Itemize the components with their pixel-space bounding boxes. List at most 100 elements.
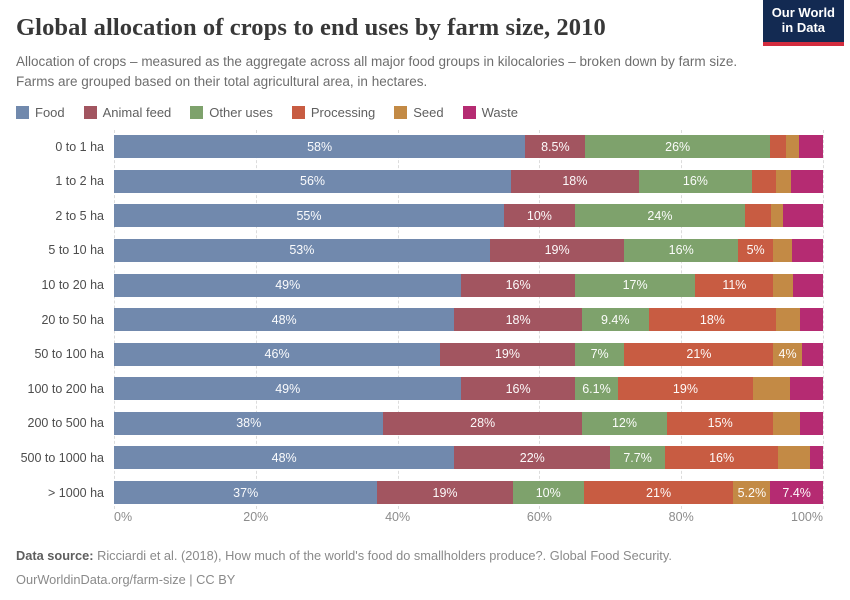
bar-segment-processing[interactable]: 16% — [664, 446, 779, 470]
bar-segment-food[interactable]: 53% — [114, 238, 490, 262]
owid-logo-line1: Our World — [771, 5, 835, 20]
axis-tick-label: 60% — [526, 510, 552, 525]
bar-segment-waste[interactable] — [792, 273, 823, 297]
bar-segment-animal-feed[interactable]: 18% — [454, 308, 582, 332]
bar-segment-animal-feed[interactable]: 19% — [377, 481, 513, 505]
segment-value-label: 46% — [264, 347, 290, 362]
bar-segment-animal-feed[interactable]: 16% — [461, 273, 575, 297]
bar-segment-animal-feed[interactable]: 16% — [461, 377, 575, 401]
bar-segment-waste[interactable] — [782, 204, 823, 228]
bar-segment-other-uses[interactable]: 6.1% — [574, 377, 619, 401]
bar-segment-other-uses[interactable]: 26% — [585, 135, 770, 159]
bar-segment-animal-feed[interactable]: 28% — [383, 411, 582, 435]
bar-segment-food[interactable]: 38% — [114, 411, 384, 435]
bar-segment-processing[interactable]: 19% — [618, 377, 753, 401]
bar-segment-processing[interactable]: 21% — [624, 342, 774, 366]
legend-label: Processing — [310, 105, 376, 121]
legend-item-waste[interactable]: Waste — [462, 105, 518, 120]
bar-segment-other-uses[interactable]: 16% — [624, 238, 738, 262]
bar-segment-food[interactable]: 48% — [114, 446, 455, 470]
bar-segment-processing[interactable] — [752, 169, 776, 193]
bar-row: 2 to 5 ha 55% 10% 24% — [16, 204, 823, 228]
segment-value-label: 49% — [275, 381, 301, 396]
legend-label: Other uses — [209, 105, 273, 121]
bar-segment-other-uses[interactable]: 7.7% — [610, 446, 665, 470]
bar-row: 0 to 1 ha 58% 8.5% 26% — [16, 135, 824, 159]
bar-segment-waste[interactable] — [809, 446, 823, 470]
bar-segment-waste[interactable] — [801, 342, 823, 366]
bar-segment-seed[interactable] — [778, 446, 810, 470]
segment-value-label: 53% — [289, 243, 315, 258]
bar-segment-waste[interactable] — [800, 308, 823, 332]
bar-segment-animal-feed[interactable]: 19% — [440, 342, 575, 366]
header: Global allocation of crops to end uses b… — [0, 0, 850, 91]
segment-value-label: 19% — [672, 381, 698, 396]
bar-segment-seed[interactable] — [752, 377, 790, 401]
bar-segment-other-uses[interactable]: 9.4% — [581, 308, 649, 332]
bar-row: 5 to 10 ha 53% 19% 16% 5% — [16, 238, 823, 262]
bar-segment-seed[interactable]: 5.2% — [733, 481, 771, 505]
bar-segment-processing[interactable]: 11% — [695, 273, 774, 297]
legend-item-animal-feed[interactable]: Animal feed — [83, 105, 171, 120]
bar-segment-food[interactable]: 49% — [114, 273, 462, 297]
bar-segment-other-uses[interactable]: 10% — [512, 481, 584, 505]
bar-segment-other-uses[interactable]: 7% — [574, 342, 625, 366]
bar-segment-other-uses[interactable]: 24% — [574, 204, 746, 228]
segment-value-label: 5% — [746, 243, 765, 258]
legend-item-food[interactable]: Food — [16, 105, 65, 120]
data-source-label: Data source: — [16, 548, 94, 564]
bar-segment-processing[interactable] — [745, 204, 771, 228]
bar-segment-food[interactable]: 55% — [114, 204, 504, 228]
bar-segment-processing[interactable]: 18% — [648, 308, 777, 332]
segment-value-label: 49% — [275, 278, 301, 292]
segment-value-label: 18% — [699, 312, 725, 327]
bar-segment-waste[interactable] — [798, 135, 824, 159]
data-source-line: Data source: Ricciardi et al. (2018), Ho… — [16, 544, 834, 568]
segment-value-label: 10% — [535, 485, 561, 500]
legend-item-processing[interactable]: Processing — [291, 105, 376, 121]
axis-tick-label: 0% — [114, 510, 133, 525]
bar-segment-food[interactable]: 46% — [114, 342, 441, 366]
bar-segment-animal-feed[interactable]: 19% — [489, 238, 625, 262]
owid-logo: Our World in Data — [762, 0, 844, 46]
bar-segment-food[interactable]: 48% — [114, 308, 455, 332]
bar-segment-seed[interactable] — [773, 411, 800, 435]
bar-segment-seed[interactable] — [773, 238, 792, 262]
bar-segment-other-uses[interactable]: 16% — [638, 169, 753, 193]
axis-tick-label: 20% — [243, 510, 269, 525]
category-label: > 1000 ha — [48, 485, 104, 500]
bar-segment-animal-feed[interactable]: 8.5% — [525, 135, 586, 159]
bar-segment-seed[interactable] — [770, 204, 783, 228]
legend-item-other-uses[interactable]: Other uses — [190, 105, 273, 120]
bar-segment-other-uses[interactable]: 17% — [574, 273, 696, 297]
bar-segment-processing[interactable] — [769, 135, 787, 159]
bar-segment-seed[interactable] — [775, 169, 792, 193]
bar-segment-seed[interactable] — [776, 308, 801, 332]
segment-value-label: 58% — [307, 139, 333, 154]
bar-segment-food[interactable]: 58% — [114, 135, 526, 159]
bar-segment-processing[interactable]: 5% — [737, 238, 774, 262]
bar-segment-food[interactable]: 49% — [114, 377, 462, 401]
license-line: OurWorldinData.org/farm-size | CC BY — [16, 568, 834, 592]
bar-segment-waste[interactable] — [791, 169, 823, 193]
bar-segment-processing[interactable]: 21% — [583, 481, 734, 505]
bar-segment-waste[interactable]: 7.4% — [770, 481, 823, 505]
license-separator: | — [185, 571, 197, 587]
bar-row: 10 to 20 ha 49% 16% 17% 11% — [16, 273, 823, 297]
bar-segment-seed[interactable] — [786, 135, 799, 159]
bar-segment-waste[interactable] — [789, 377, 823, 401]
bar-segment-processing[interactable]: 15% — [667, 411, 774, 435]
segment-value-label: 5.2% — [737, 485, 767, 500]
bar-segment-animal-feed[interactable]: 22% — [454, 446, 611, 470]
bar-segment-animal-feed[interactable]: 10% — [503, 204, 575, 228]
bar-segment-food[interactable]: 56% — [114, 169, 512, 193]
bar-segment-seed[interactable] — [773, 273, 793, 297]
bar-segment-other-uses[interactable]: 12% — [581, 411, 668, 435]
category-label: 1 to 2 ha — [55, 174, 104, 189]
bar-segment-animal-feed[interactable]: 18% — [511, 169, 639, 193]
bar-segment-waste[interactable] — [791, 238, 823, 262]
bar-segment-waste[interactable] — [799, 411, 823, 435]
legend-item-seed[interactable]: Seed — [394, 105, 444, 120]
bar-segment-seed[interactable]: 4% — [773, 342, 802, 366]
bar-segment-food[interactable]: 37% — [114, 481, 378, 505]
